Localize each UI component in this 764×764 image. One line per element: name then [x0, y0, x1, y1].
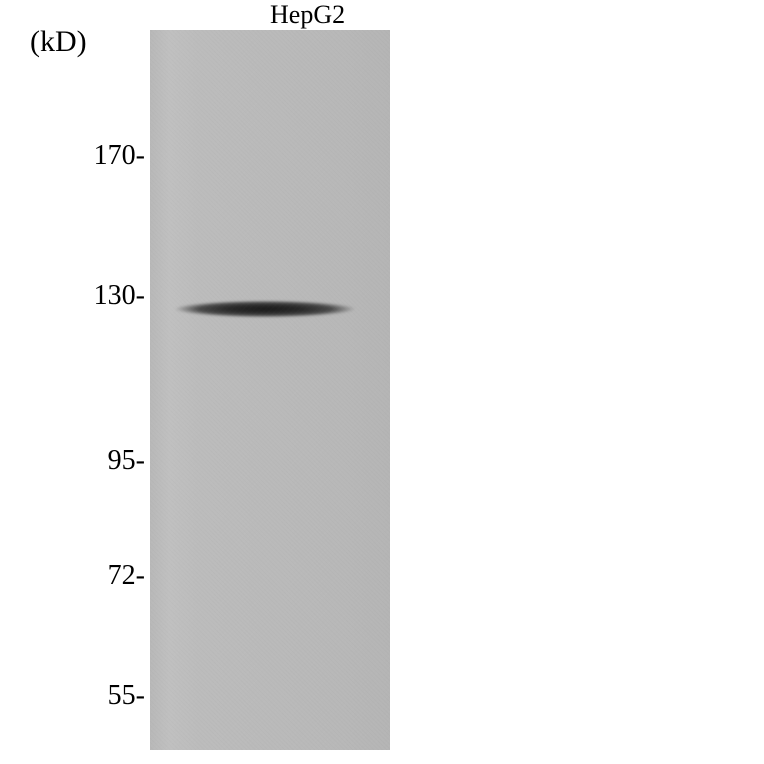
marker-130: 130-	[55, 280, 145, 312]
blot-strip	[150, 30, 390, 750]
marker-55: 55-	[55, 680, 145, 712]
blot-container: (kD) HepG2 170- 130- 95- 72- 55-	[0, 0, 764, 764]
marker-170: 170-	[55, 140, 145, 172]
marker-72: 72-	[55, 560, 145, 592]
protein-band	[170, 300, 360, 318]
lane-label: HepG2	[270, 0, 345, 30]
unit-label: (kD)	[30, 25, 87, 59]
marker-95: 95-	[55, 445, 145, 477]
